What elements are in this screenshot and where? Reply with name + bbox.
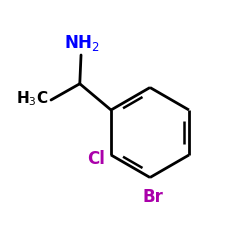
Text: H$_3$C: H$_3$C xyxy=(16,90,48,108)
Text: NH$_2$: NH$_2$ xyxy=(64,33,100,53)
Text: Cl: Cl xyxy=(87,150,105,168)
Text: Br: Br xyxy=(142,188,163,206)
